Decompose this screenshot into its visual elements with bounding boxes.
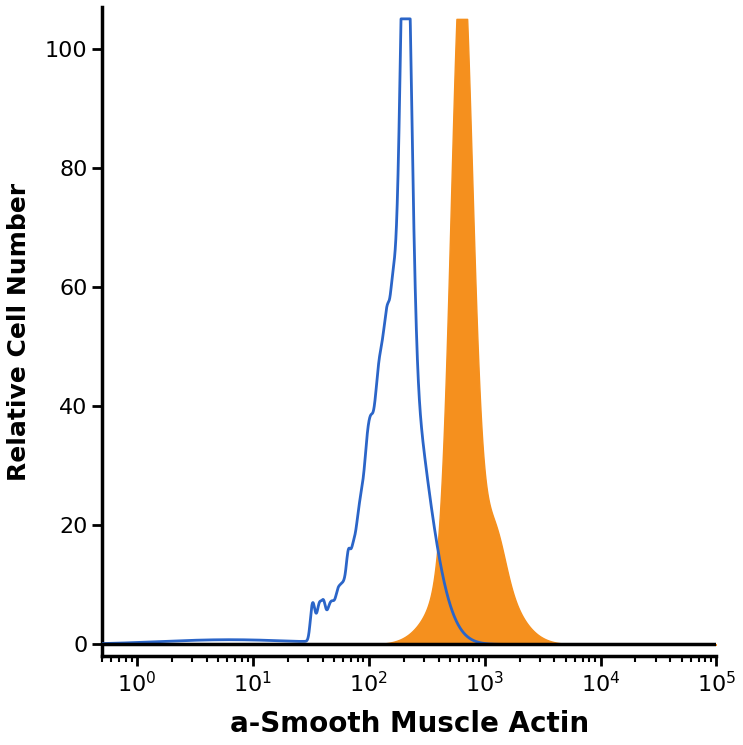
X-axis label: a-Smooth Muscle Actin: a-Smooth Muscle Actin: [230, 710, 588, 738]
Y-axis label: Relative Cell Number: Relative Cell Number: [7, 183, 31, 481]
